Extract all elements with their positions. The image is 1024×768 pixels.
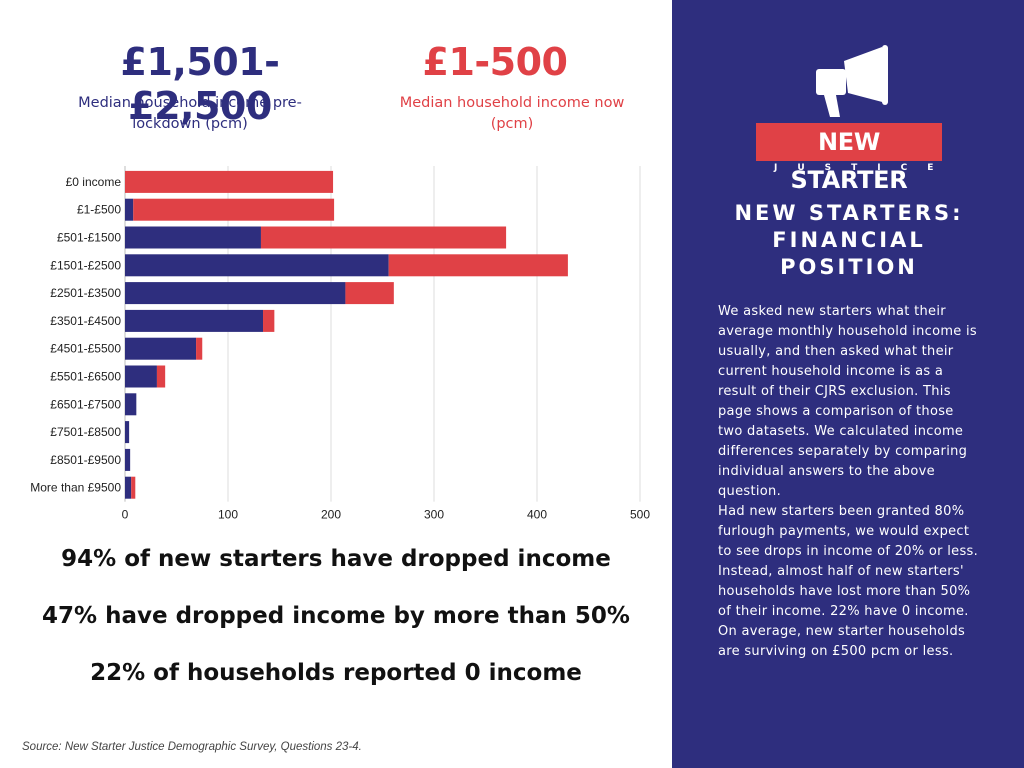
- bar-segment-now: [345, 282, 394, 305]
- y-tick-label: £6501-£7500: [50, 397, 121, 411]
- panel-title-line: FINANCIAL: [772, 228, 926, 252]
- bar-segment-pre: [125, 226, 261, 249]
- panel-title-line: POSITION: [780, 255, 918, 279]
- y-tick-label: £8501-£9500: [50, 453, 121, 467]
- panel-title: NEW STARTERS: FINANCIAL POSITION: [694, 200, 1004, 281]
- y-tick-label: £5501-£6500: [50, 370, 121, 384]
- logo-wordmark: NEW STARTER: [756, 123, 942, 194]
- bar-segment-now: [263, 309, 275, 332]
- info-panel: NEW STARTER JUSTICE NEW STARTERS: FINANC…: [672, 0, 1024, 768]
- bar-segment-now: [156, 365, 166, 388]
- bar-segment-now: [388, 254, 568, 277]
- x-tick-label: 300: [424, 508, 444, 520]
- infographic-main: £1,501-£2,500 Median household income pr…: [22, 40, 651, 753]
- finding-2: 47% have dropped income by more than 50%: [42, 603, 630, 629]
- panel-body: We asked new starters what their average…: [718, 302, 980, 662]
- bar-segment-pre: [125, 421, 130, 444]
- stat-pre-label: Median household income pre-lockdown (pc…: [78, 95, 302, 132]
- bar-segment-pre: [125, 282, 346, 305]
- bar-segment-pre: [125, 309, 264, 332]
- x-tick-label: 100: [218, 508, 238, 520]
- y-tick-label: £501-£1500: [57, 231, 121, 245]
- stat-pre-value: £1,501-£2,500: [120, 40, 280, 128]
- x-tick-label: 500: [630, 508, 650, 520]
- bar-segment-pre: [125, 476, 132, 499]
- bar-segment-pre: [125, 448, 131, 471]
- x-tick-label: 200: [321, 508, 341, 520]
- panel-title-line: NEW STARTERS:: [734, 201, 964, 225]
- y-tick-label: £1501-£2500: [50, 258, 121, 272]
- finding-3: 22% of households reported 0 income: [90, 660, 582, 686]
- x-tick-label: 400: [527, 508, 547, 520]
- bar-segment-now: [133, 198, 335, 221]
- y-tick-label: £0 income: [66, 175, 122, 189]
- stat-now-label: Median household income now (pcm): [399, 95, 625, 132]
- bar-segment-pre: [125, 393, 137, 416]
- finding-1: 94% of new starters have dropped income: [61, 546, 611, 572]
- x-tick-label: 0: [122, 508, 129, 520]
- bar-segment-now: [131, 476, 136, 499]
- bar-segment-now: [260, 226, 507, 249]
- bar-segment-pre: [125, 198, 134, 221]
- y-tick-label: £3501-£4500: [50, 314, 121, 328]
- y-tick-label: £7501-£8500: [50, 425, 121, 439]
- bar-segment-now: [196, 337, 203, 360]
- new-starter-justice-logo: NEW STARTER JUSTICE: [754, 45, 954, 194]
- bar-segment-pre: [125, 337, 197, 360]
- logo-subtitle: JUSTICE: [774, 163, 954, 173]
- megaphone-icon: [816, 45, 888, 117]
- y-tick-label: More than £9500: [30, 481, 121, 495]
- y-tick-label: £1-£500: [77, 203, 121, 217]
- y-tick-label: £4501-£5500: [50, 342, 121, 356]
- stat-now-value: £1-500: [422, 40, 568, 84]
- source-note: Source: New Starter Justice Demographic …: [22, 741, 362, 753]
- bar-segment-now: [125, 170, 334, 193]
- y-tick-label: £2501-£3500: [50, 286, 121, 300]
- panel-paragraph: We asked new starters what their average…: [718, 304, 978, 499]
- income-bar-chart: 0 100 200 300 400 500 £0 income £1-£500 £501-£15…: [30, 166, 650, 520]
- bar-segment-pre: [125, 254, 389, 277]
- bar-segment-pre: [125, 365, 157, 388]
- panel-paragraph: Had new starters been granted 80% furlou…: [718, 504, 979, 659]
